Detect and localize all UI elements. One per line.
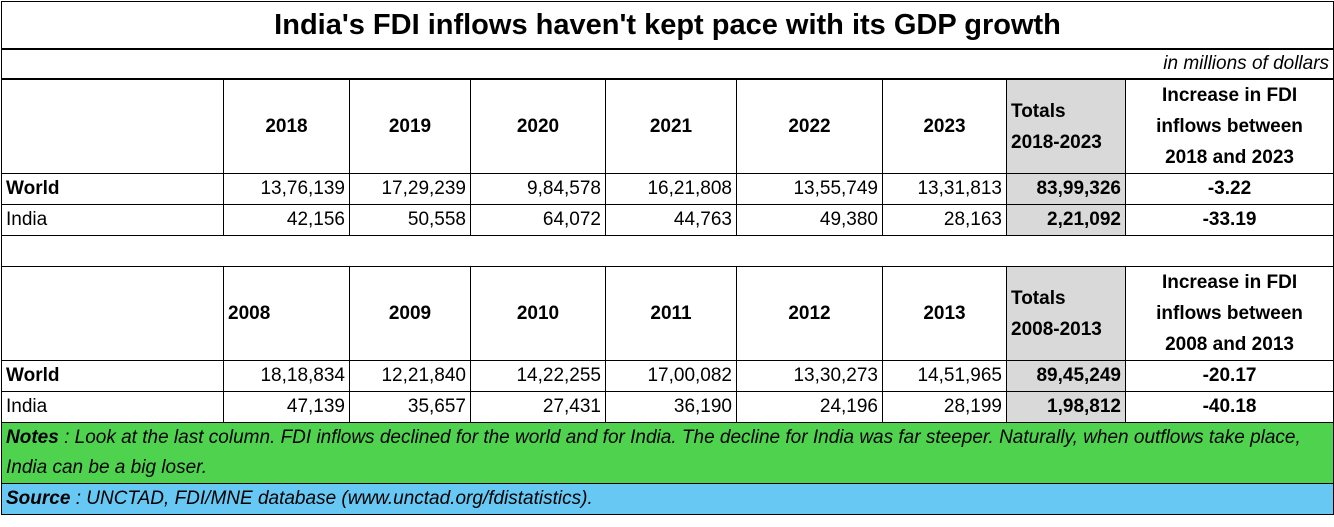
table2-increase-header: Increase in FDI inflows between 2008 and 2…: [1124, 266, 1334, 361]
data-cell: 16,21,808: [605, 173, 737, 205]
total-cell: 1,98,812: [1006, 391, 1126, 423]
data-cell: 47,139: [223, 391, 350, 423]
increase-header-line: Increase in FDI: [1161, 85, 1298, 106]
data-cell: 17,00,082: [605, 360, 737, 392]
table2-year-header: 2010: [470, 266, 606, 361]
data-cell: 14,51,965: [882, 360, 1007, 392]
data-cell: 28,163: [882, 204, 1007, 236]
increase-cell: -40.18: [1124, 391, 1334, 423]
increase-header-line: 2018 and 2023: [1165, 147, 1294, 168]
increase-cell: -33.19: [1124, 204, 1334, 236]
data-cell: 12,21,840: [349, 360, 471, 392]
source-label: Source: [6, 488, 71, 509]
source-text: : UNCTAD, FDI/MNE database (www.unctad.o…: [70, 488, 593, 509]
data-cell: 28,199: [882, 391, 1007, 423]
data-cell: 17,29,239: [349, 173, 471, 205]
data-cell: 9,84,578: [470, 173, 606, 205]
data-cell: 27,431: [470, 391, 606, 423]
data-cell: 50,558: [349, 204, 471, 236]
increase-header-line: 2008 and 2013: [1165, 334, 1294, 355]
data-cell: 36,190: [605, 391, 737, 423]
data-cell: 13,31,813: [882, 173, 1007, 205]
table2-corner-cell: [1, 266, 224, 361]
total-cell: 83,99,326: [1006, 173, 1126, 205]
notes-text: : Look at the last column. FDI inflows d…: [6, 427, 1301, 478]
table1-year-header: 2023: [882, 78, 1007, 174]
increase-header-line: Increase in FDI: [1161, 272, 1298, 293]
data-cell: 64,072: [470, 204, 606, 236]
totals-header-line2: 2018-2023: [1011, 131, 1102, 153]
data-cell: 13,30,273: [736, 360, 883, 392]
total-cell: 2,21,092: [1006, 204, 1126, 236]
table1-year-header: 2020: [470, 78, 606, 174]
totals-header-line1: Totals: [1011, 287, 1066, 309]
table1-year-header: 2022: [736, 78, 883, 174]
row-label-india: India: [1, 204, 224, 236]
units-note: in millions of dollars: [0, 48, 1334, 80]
increase-cell: -3.22: [1124, 173, 1334, 205]
data-cell: 24,196: [736, 391, 883, 423]
row-label-india: India: [1, 391, 224, 423]
data-cell: 13,76,139: [223, 173, 350, 205]
table-title: India's FDI inflows haven't kept pace wi…: [0, 1, 1334, 50]
table-row: India 47,139 35,657 27,431 36,190 24,196…: [1, 391, 1334, 423]
table2-totals-header: Totals 2008-2013: [1006, 266, 1126, 361]
data-cell: 42,156: [223, 204, 350, 236]
row-label-world: World: [1, 360, 224, 392]
table2-year-header: 2013: [882, 266, 1007, 361]
table-row: World 18,18,834 12,21,840 14,22,255 17,0…: [1, 360, 1334, 392]
totals-header-line2: 2008-2013: [1011, 318, 1102, 340]
data-cell: 13,55,749: [736, 173, 883, 205]
table-row: World 13,76,139 17,29,239 9,84,578 16,21…: [1, 173, 1334, 205]
table2-year-header: 2011: [605, 266, 737, 361]
data-cell: 14,22,255: [470, 360, 606, 392]
table2-header-row: 2008 2009 2010 2011 2012 2013 Totals 2008…: [1, 266, 1334, 361]
table1-totals-header: Totals 2018-2023: [1006, 78, 1126, 174]
data-cell: 18,18,834: [223, 360, 350, 392]
notes-label: Notes: [6, 427, 59, 448]
table2-year-header: 2008: [223, 266, 350, 361]
table2-year-header: 2012: [736, 266, 883, 361]
increase-cell: -20.17: [1124, 360, 1334, 392]
notes-box: Notes : Look at the last column. FDI inf…: [0, 422, 1334, 484]
increase-header-line: inflows between: [1156, 116, 1303, 137]
data-cell: 44,763: [605, 204, 737, 236]
total-cell: 89,45,249: [1006, 360, 1126, 392]
table-row: India 42,156 50,558 64,072 44,763 49,380…: [1, 204, 1334, 236]
fdi-table: India's FDI inflows haven't kept pace wi…: [0, 1, 1334, 515]
data-cell: 49,380: [736, 204, 883, 236]
spacer-cell: [0, 235, 1334, 267]
table1-increase-header: Increase in FDI inflows between 2018 and 2…: [1124, 78, 1334, 174]
table1-header-row: 2018 2019 2020 2021 2022 2023 Totals 2018…: [1, 78, 1334, 174]
table1-year-header: 2021: [605, 78, 737, 174]
spacer-row: [0, 235, 1334, 267]
source-box: Source : UNCTAD, FDI/MNE database (www.u…: [0, 483, 1334, 515]
table1-corner-cell: [1, 78, 224, 174]
row-label-world: World: [1, 173, 224, 205]
data-cell: 35,657: [349, 391, 471, 423]
table1-year-header: 2019: [349, 78, 471, 174]
increase-header-line: inflows between: [1156, 303, 1303, 324]
table2-year-header: 2009: [349, 266, 471, 361]
table1-year-header: 2018: [223, 78, 350, 174]
totals-header-line1: Totals: [1011, 100, 1066, 122]
